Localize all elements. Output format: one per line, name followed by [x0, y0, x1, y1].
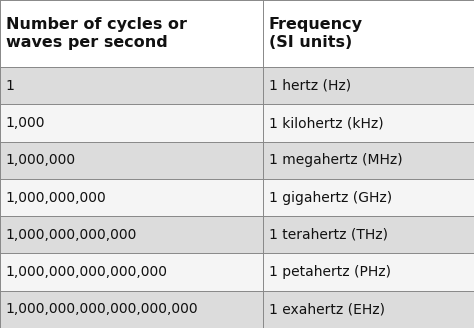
Bar — [0, 67, 474, 105]
Bar — [0, 179, 474, 216]
Text: 1: 1 — [6, 79, 15, 93]
Bar — [0, 291, 474, 328]
Text: 1,000,000,000,000: 1,000,000,000,000 — [6, 228, 137, 242]
Text: 1,000,000,000,000,000: 1,000,000,000,000,000 — [6, 265, 168, 279]
Bar — [0, 105, 474, 142]
Text: 1,000: 1,000 — [6, 116, 45, 130]
Text: 1,000,000: 1,000,000 — [6, 154, 76, 167]
Text: 1 gigahertz (GHz): 1 gigahertz (GHz) — [269, 191, 392, 205]
Text: 1 exahertz (EHz): 1 exahertz (EHz) — [269, 302, 385, 317]
Text: 1 megahertz (MHz): 1 megahertz (MHz) — [269, 154, 402, 167]
Text: 1 hertz (Hz): 1 hertz (Hz) — [269, 79, 351, 93]
Bar — [0, 216, 474, 254]
Text: 1 terahertz (THz): 1 terahertz (THz) — [269, 228, 388, 242]
Text: Frequency
(SI units): Frequency (SI units) — [269, 17, 363, 50]
Text: 1,000,000,000,000,000,000: 1,000,000,000,000,000,000 — [6, 302, 198, 317]
Bar — [0, 142, 474, 179]
Text: 1 kilohertz (kHz): 1 kilohertz (kHz) — [269, 116, 383, 130]
Text: 1,000,000,000: 1,000,000,000 — [6, 191, 107, 205]
Text: 1 petahertz (PHz): 1 petahertz (PHz) — [269, 265, 391, 279]
Bar — [0, 254, 474, 291]
Bar — [0, 0, 474, 67]
Text: Number of cycles or
waves per second: Number of cycles or waves per second — [6, 17, 187, 50]
